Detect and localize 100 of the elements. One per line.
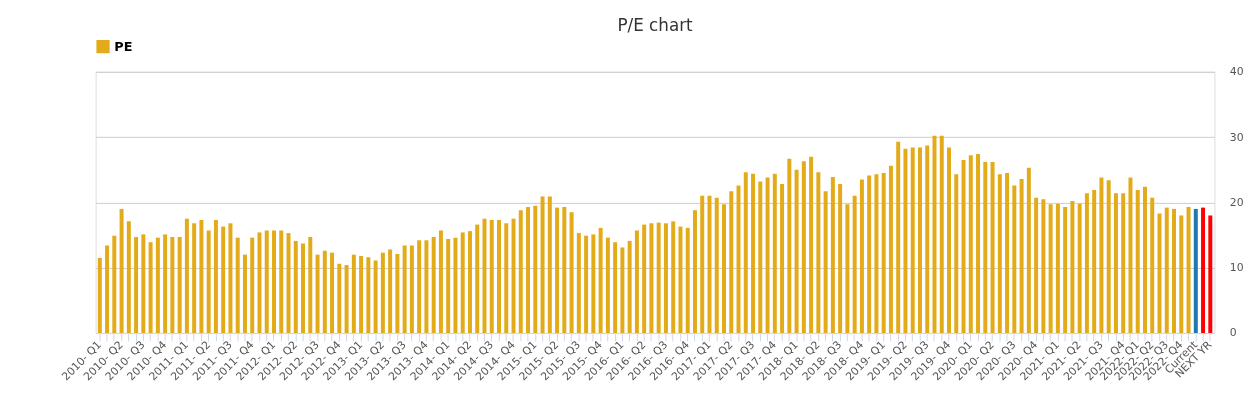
bar [1193, 208, 1198, 334]
bar [605, 237, 610, 334]
bar [221, 226, 226, 334]
bar [947, 147, 952, 334]
bar [1164, 207, 1169, 334]
bar [126, 221, 131, 334]
bar [685, 227, 690, 334]
bar [431, 237, 436, 334]
bar [598, 227, 603, 334]
bar [1092, 189, 1097, 334]
bar [206, 230, 211, 334]
bar [1070, 201, 1075, 334]
bar [322, 250, 327, 334]
bar [976, 154, 981, 334]
bar [910, 147, 915, 334]
bar [671, 221, 676, 334]
bar [184, 218, 189, 334]
bar [1135, 189, 1140, 334]
bar [983, 161, 988, 334]
bar [177, 237, 182, 334]
bar [932, 135, 937, 334]
bar [475, 224, 480, 334]
bar [337, 263, 342, 334]
bar [852, 195, 857, 334]
bar [1005, 173, 1010, 334]
bar [1113, 193, 1118, 334]
y-tick-label: 40 [1229, 65, 1244, 79]
bar [1179, 215, 1184, 334]
bar [453, 237, 458, 334]
bar [743, 172, 748, 334]
bar [751, 173, 756, 334]
bar [584, 235, 589, 334]
bar [707, 195, 712, 334]
bar [736, 185, 741, 334]
bar [613, 242, 618, 334]
bar [380, 252, 385, 334]
bar [1142, 186, 1147, 334]
bar [489, 220, 494, 334]
bar [272, 230, 276, 334]
bar [119, 208, 124, 334]
bar [1099, 177, 1104, 334]
bar [867, 175, 872, 334]
bar [279, 230, 284, 334]
bar [504, 223, 509, 334]
bar [497, 220, 501, 334]
bar [373, 260, 378, 334]
bar [460, 232, 465, 334]
bar [511, 218, 516, 334]
bar [968, 155, 973, 334]
bar [192, 223, 197, 334]
bar [1128, 177, 1133, 334]
bar [105, 245, 110, 334]
legend-label: PE [114, 38, 133, 54]
bar [1150, 197, 1155, 334]
bar [881, 173, 886, 334]
bar [939, 135, 944, 334]
bar [359, 255, 364, 334]
bar [569, 212, 574, 334]
bar [518, 210, 523, 334]
bar [141, 234, 146, 334]
bar [656, 222, 661, 334]
bar [424, 240, 429, 334]
bar [816, 172, 821, 334]
bar [199, 220, 204, 334]
bar [293, 240, 298, 334]
bar [874, 174, 879, 334]
bar [526, 206, 531, 334]
bar [409, 245, 414, 334]
bar [417, 240, 422, 334]
bar [540, 196, 545, 334]
bar [838, 184, 843, 334]
bar [1063, 206, 1068, 334]
bar [634, 230, 639, 334]
bar [257, 232, 262, 334]
bar [213, 220, 218, 334]
bar [1208, 215, 1213, 334]
bar [917, 147, 922, 334]
y-tick-label: 0 [1229, 326, 1237, 340]
bar [794, 169, 799, 334]
bar [678, 226, 683, 334]
bar [772, 173, 777, 334]
bar [344, 265, 349, 334]
bar [112, 235, 117, 334]
bar [1019, 178, 1024, 334]
bar [242, 254, 247, 334]
bar [700, 195, 705, 334]
bar [555, 207, 560, 334]
bar [663, 223, 668, 334]
bar [366, 257, 371, 334]
bar [286, 233, 291, 334]
bar [758, 181, 763, 334]
bar [859, 179, 864, 334]
bar [722, 204, 726, 334]
bar [438, 230, 443, 334]
bar [627, 240, 632, 334]
bar [823, 191, 828, 334]
bar [250, 237, 255, 334]
bar [954, 174, 959, 334]
bar [1026, 167, 1031, 334]
bar [1186, 206, 1191, 334]
